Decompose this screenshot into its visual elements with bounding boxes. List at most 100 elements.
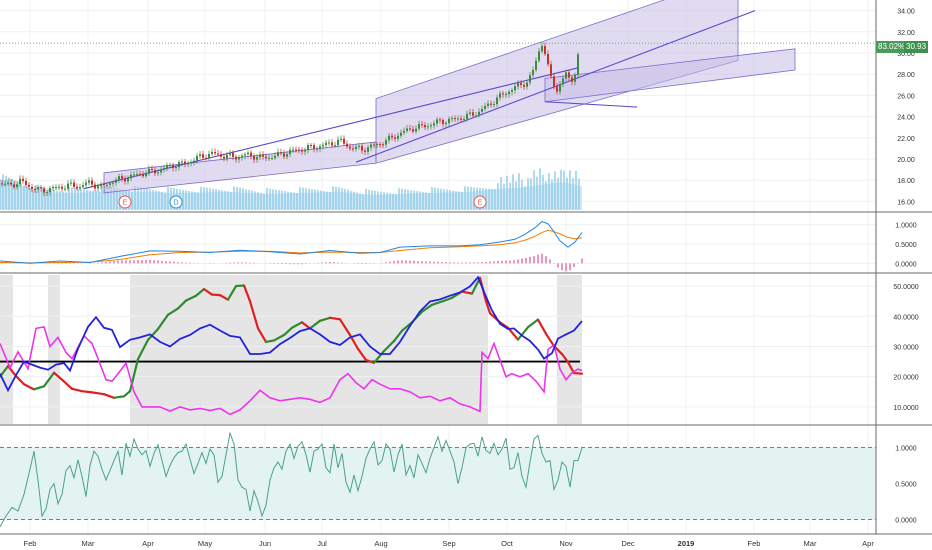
candle-body (256, 157, 258, 160)
dmi-pink-line (0, 325, 583, 416)
candle-body (196, 156, 198, 161)
dmi-trend-segment (166, 307, 180, 316)
candle-body (346, 143, 348, 147)
candle-body (259, 154, 261, 158)
candle-body (316, 148, 318, 150)
candle-body (226, 154, 228, 159)
oscillator-line (0, 431, 583, 528)
candle-body (517, 82, 519, 87)
candle-body (139, 173, 141, 175)
event-marker-label: E (478, 200, 483, 207)
oscillator-axis-tick: 1.0000 (895, 446, 917, 453)
dmi-axis-tick: 20.0000 (893, 375, 918, 382)
candle-body (127, 178, 129, 182)
dmi-trend-segment (248, 300, 260, 330)
dmi-shaded-region (48, 275, 60, 424)
candle-body (106, 184, 108, 186)
candle-body (79, 187, 81, 189)
candle-body (385, 140, 387, 145)
candle-body (361, 145, 363, 151)
candle-body (202, 154, 204, 158)
dmi-trend-segment (32, 385, 46, 391)
dmi-trend-segment (202, 288, 214, 296)
dmi-trend-segment (572, 371, 584, 375)
price-axis-tick: 18.00 (897, 178, 915, 185)
oscillator-axis-tick: 0.0000 (895, 518, 917, 525)
candle-body (337, 139, 339, 146)
candle-body (211, 151, 213, 154)
candle-body (556, 86, 558, 92)
price-axis-tick: 22.00 (897, 136, 915, 143)
dmi-trend-segment (218, 294, 230, 301)
price-channel (544, 48, 796, 103)
dmi-trend-segment (392, 329, 404, 343)
candle-body (529, 75, 531, 83)
dmi-trend-segment (440, 296, 454, 303)
dmi-trend-segment (242, 284, 252, 303)
dmi-trend-segment (42, 371, 56, 388)
candle-body (292, 149, 294, 151)
dmi-axis-tick: 10.0000 (893, 405, 918, 412)
dmi-shaded-region (130, 275, 488, 424)
candle-body (271, 157, 273, 159)
candle-body (37, 187, 39, 190)
candle-body (70, 182, 72, 184)
dmi-trend-segment (328, 316, 342, 321)
dmi-trend-segment (156, 313, 170, 331)
candle-body (34, 189, 36, 191)
dmi-trend-segment (400, 321, 414, 332)
candle-body (268, 157, 270, 159)
event-marker-label: E (123, 200, 128, 207)
candle-body (484, 105, 486, 109)
dmi-trend-segment (210, 293, 222, 297)
candle-body (193, 160, 195, 163)
candle-body (103, 184, 105, 186)
candle-body (310, 145, 312, 147)
candle-body (505, 94, 507, 96)
candle-body (178, 162, 180, 168)
candle-body (184, 161, 186, 164)
candle-body (349, 146, 351, 149)
dmi-trend-segment (364, 358, 376, 364)
dmi-axis-tick: 50.0000 (893, 284, 918, 291)
price-channel (103, 141, 377, 194)
candle-body (112, 182, 114, 184)
candle-body (301, 149, 303, 152)
candle-body (427, 126, 429, 128)
dmi-trend-segment (80, 390, 94, 394)
dmi-trend-segment (484, 300, 492, 315)
candle-body (466, 113, 468, 119)
candle-body (328, 142, 330, 144)
candle-body (22, 178, 24, 181)
candle-body (208, 153, 210, 159)
candle-body (373, 144, 375, 146)
candle-body (433, 123, 435, 126)
candle-body (472, 112, 474, 116)
candle-body (160, 169, 162, 173)
candle-body (244, 154, 246, 156)
dmi-trend-segment (122, 390, 132, 398)
time-axis-tick: Feb (24, 539, 37, 548)
macd-axis-tick: 0.5000 (895, 242, 917, 249)
dmi-trend-segment (146, 327, 160, 341)
event-marker (118, 195, 132, 209)
dmi-trend-segment (420, 303, 434, 313)
candle-body (550, 64, 552, 77)
candle-body (91, 180, 93, 185)
macd-axis-tick: 0.0000 (895, 261, 917, 268)
candle-body (115, 179, 117, 183)
candle-body (109, 183, 111, 185)
candle-body (277, 152, 279, 156)
trend-line (544, 101, 638, 108)
price-axis-tick: 16.00 (897, 199, 915, 206)
candle-body (28, 184, 30, 187)
oscillator-axis-tick: 0.5000 (895, 482, 917, 489)
dmi-trend-segment (300, 321, 312, 330)
price-axis-tick: 30.00 (897, 51, 915, 58)
dmi-trend-segment (70, 387, 84, 393)
candle-body (295, 149, 297, 151)
candle-body (25, 180, 27, 185)
candle-body (298, 149, 300, 151)
candle-body (43, 188, 45, 193)
candle-body (13, 184, 15, 188)
